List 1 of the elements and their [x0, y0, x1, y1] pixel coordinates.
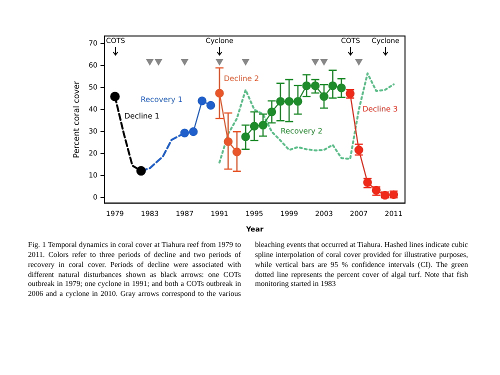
y-axis-title: Percent coral cover	[72, 80, 81, 158]
